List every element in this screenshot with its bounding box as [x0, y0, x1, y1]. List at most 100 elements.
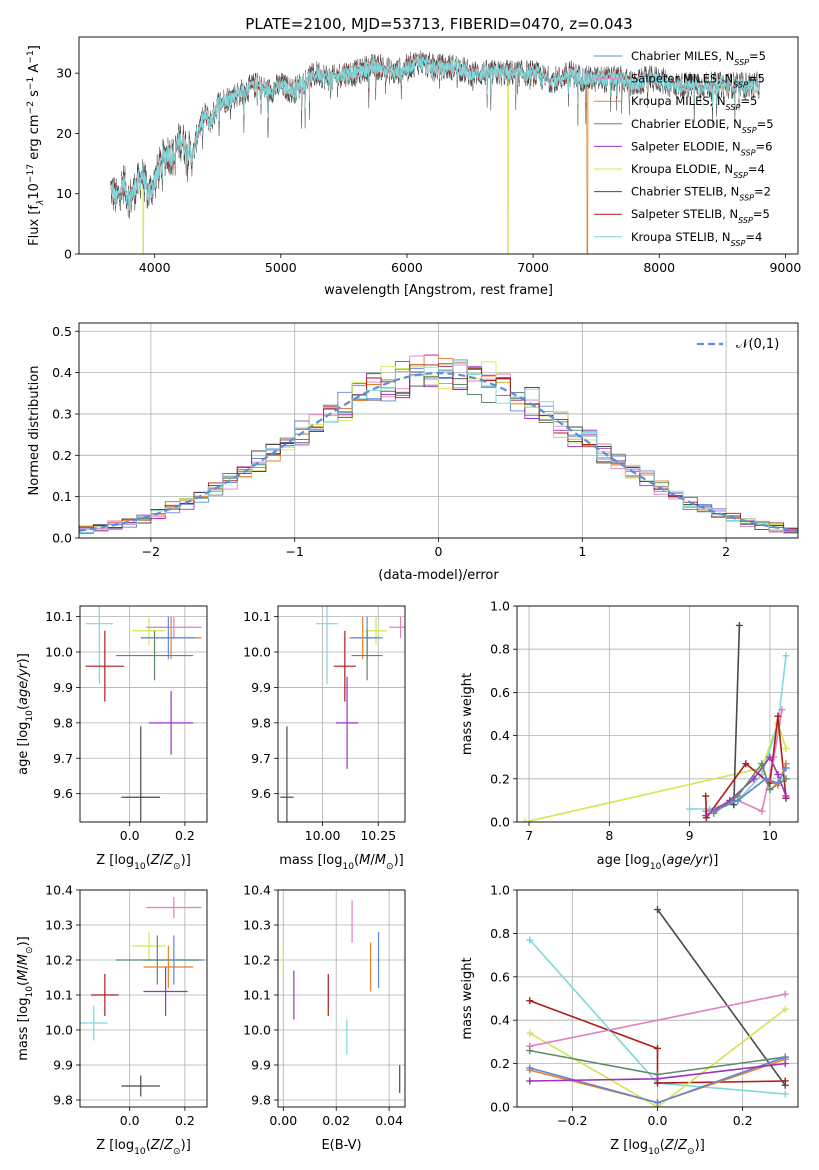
y-tick-label: 9.7	[53, 751, 73, 766]
plot-area	[85, 606, 202, 822]
y-tick-label: 1.0	[490, 883, 510, 898]
legend-entry: Kroupa ELODIE, NSSP=4	[631, 162, 765, 180]
x-tick-label: 7000	[517, 260, 549, 275]
plus-marker	[782, 745, 790, 753]
y-axis-label: age [log10(age/yr)]	[16, 653, 35, 775]
x-axis-label: (data-model)/error	[378, 568, 499, 583]
x-axis-label: Z [log10(Z/Z⊙)]	[610, 1138, 705, 1157]
legend-entry: Chabrier MILES, NSSP=5	[631, 49, 766, 67]
y-tick-label: 0	[64, 247, 72, 262]
legend-entry: Chabrier STELIB, NSSP=2	[631, 185, 771, 203]
y-tick-label: 10.1	[243, 988, 271, 1003]
plot-area	[526, 906, 789, 1107]
plus-marker	[526, 936, 534, 944]
plus-marker	[782, 792, 790, 800]
series-line	[705, 755, 787, 817]
series-line	[529, 999, 786, 1084]
axes-frame	[78, 36, 799, 255]
y-tick-label: 0.4	[52, 365, 72, 380]
axes-frame	[516, 889, 799, 1108]
y-tick-label: 30	[56, 66, 72, 81]
plus-marker	[781, 990, 789, 998]
plus-marker	[774, 770, 782, 778]
histogram-step	[79, 364, 798, 538]
y-tick-label: 10.4	[45, 883, 73, 898]
x-tick-label: 10.00	[305, 828, 341, 843]
tick-labels: −0.2 0.0 0.2 0.0 0.2 0.4 0.6 0.8 1.0	[490, 883, 752, 1129]
x-tick-label: 10	[762, 828, 778, 843]
x-tick-label: 1	[578, 544, 586, 559]
errorbar-point	[364, 616, 388, 645]
plot-area	[79, 354, 798, 538]
plus-marker	[766, 786, 774, 794]
errorbar-point	[121, 726, 161, 822]
errorbar-point	[115, 630, 194, 681]
y-tick-label: 9.9	[251, 680, 271, 695]
x-tick-label: 6000	[391, 260, 423, 275]
plus-marker	[766, 753, 774, 761]
x-axis-label: Z [log10(Z/Z⊙)]	[96, 853, 191, 872]
y-tick-label: 9.9	[53, 1058, 73, 1073]
plus-marker	[702, 812, 710, 820]
tick-labels: 0.00 0.02 0.04 9.8 9.9 10.0 10.1 10.2 10.3 10.4	[243, 883, 403, 1129]
y-tick-label: 0.4	[490, 1013, 510, 1028]
x-axis-label: E(B-V)	[321, 1138, 361, 1153]
plus-marker	[762, 775, 770, 783]
x-tick-label: 5000	[265, 260, 297, 275]
y-tick-label: 9.8	[251, 715, 271, 730]
x-tick-label: −0.2	[557, 1113, 587, 1128]
y-tick-label: 0.3	[52, 406, 72, 421]
y-axis-label: Flux [fλ10−17 erg cm−2 s−1 A−1]	[26, 45, 46, 246]
plus-marker	[526, 1077, 534, 1085]
y-tick-label: 9.7	[251, 751, 271, 766]
y-tick-label: 0.4	[490, 728, 510, 743]
spectrum-line	[110, 54, 761, 212]
plus-marker	[774, 779, 782, 787]
y-tick-label: 10.0	[243, 1023, 271, 1038]
x-tick-label: −2	[142, 544, 160, 559]
plot-area	[110, 50, 761, 254]
plus-marker	[526, 997, 534, 1005]
x-tick-label: 0.2	[175, 828, 195, 843]
errorbar-point	[335, 676, 359, 769]
errorbar-point	[351, 630, 383, 681]
y-tick-label: 10.0	[45, 645, 73, 660]
plot-area	[280, 606, 405, 822]
y-tick-label: 10.4	[243, 883, 271, 898]
y-tick-label: 10.2	[45, 953, 73, 968]
figure-title: PLATE=2100, MJD=53713, FIBERID=0470, z=0…	[245, 15, 632, 33]
errorbar-point	[143, 946, 194, 988]
plus-marker	[781, 1060, 789, 1068]
age-vs-metallicity-panel: 0.0 0.2 9.6 9.7 9.8 9.9 10.0 10.1 Z [log10(Z/Z⊙)…	[16, 605, 208, 872]
histogram-step	[79, 363, 798, 538]
series-line	[524, 720, 787, 822]
y-tick-label: 20	[56, 126, 72, 141]
y-tick-label: 0.6	[490, 969, 510, 984]
legend: Chabrier MILES, NSSP=5 Salpeter MILES, NS…	[594, 49, 774, 247]
plot-area	[80, 897, 205, 1097]
plus-marker	[781, 1005, 789, 1013]
plus-marker	[782, 775, 790, 783]
mass-vs-reddening-panel: 0.00 0.02 0.04 9.8 9.9 10.0 10.1 10.2 10.3 10.4 E(…	[243, 883, 406, 1153]
plus-marker	[526, 1029, 534, 1037]
plus-marker	[654, 1075, 661, 1083]
plus-marker	[521, 818, 529, 822]
axes-frame	[79, 605, 208, 823]
legend-entry: Salpeter STELIB, NSSP=5	[631, 207, 770, 225]
residual-histogram-panel: −2 −1 0 1 2 0.0 0.1 0.2 0.3 0.4 0.5 𝒩(0,1) (data-mod…	[27, 322, 799, 583]
plus-marker	[710, 807, 718, 815]
legend-entry: 𝒩(0,1)	[736, 337, 779, 352]
plus-marker	[742, 760, 750, 768]
y-tick-label: 0.8	[490, 926, 510, 941]
plus-marker	[526, 1064, 534, 1072]
y-tick-label: 10.2	[243, 953, 271, 968]
x-tick-label: 0.2	[175, 1113, 195, 1128]
x-tick-label: 0.0	[120, 1113, 140, 1128]
errorbar-point	[121, 1075, 161, 1097]
plus-marker	[654, 906, 661, 914]
x-tick-label: 4000	[139, 260, 171, 275]
series-line	[529, 993, 786, 1047]
plus-marker	[781, 1053, 789, 1061]
errorbar-point	[85, 630, 125, 702]
mass-weight-vs-age-panel: 7 8 9 10 0.0 0.2 0.4 0.6 0.8 1.0 mass weight age [l…	[460, 599, 799, 872]
